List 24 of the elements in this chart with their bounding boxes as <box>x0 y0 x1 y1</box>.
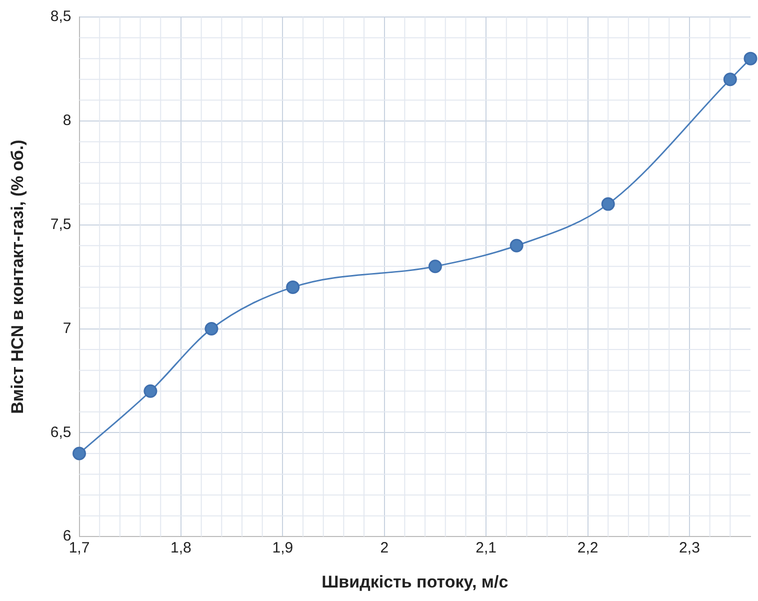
y-tick-label: 7 <box>62 320 72 337</box>
y-tick-label: 6,5 <box>50 424 72 441</box>
y-tick-label: 8,5 <box>50 8 72 26</box>
x-tick-label: 1,7 <box>68 540 90 557</box>
x-tick-label: 2,1 <box>476 540 496 557</box>
point <box>204 322 218 336</box>
x-tick-label: 1,9 <box>272 540 294 557</box>
x-axis-title: Швидкість потоку, м/с <box>322 572 508 592</box>
point <box>286 280 300 294</box>
point <box>510 238 524 252</box>
x-tick-label: 2,3 <box>679 540 700 557</box>
x-tick-label: 1,8 <box>170 540 192 557</box>
y-tick-label: 8 <box>62 112 72 130</box>
point <box>144 384 158 398</box>
point <box>744 52 758 66</box>
y-axis-title: Вміст HCN в контакт-газі, (% об.) <box>8 140 27 414</box>
y-tick-label: 7,5 <box>50 216 72 233</box>
x-tick-label: 2,2 <box>577 540 598 557</box>
point <box>72 446 86 460</box>
point <box>428 260 442 274</box>
point <box>723 72 737 86</box>
y-tick-label: 6 <box>62 528 72 545</box>
x-tick-label: 2 <box>380 540 389 557</box>
point <box>601 197 615 211</box>
